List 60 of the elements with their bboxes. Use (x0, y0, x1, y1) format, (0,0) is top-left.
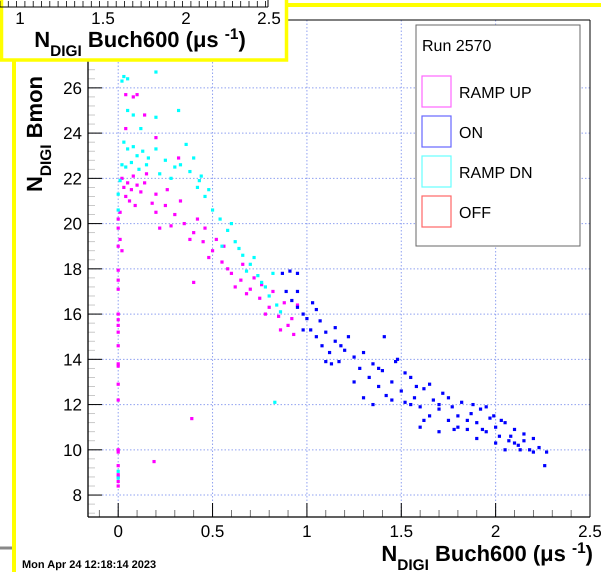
legend-label: RAMP UP (459, 85, 532, 102)
point (144, 163, 148, 166)
y-tick-label: 24 (63, 124, 82, 144)
legend-title: Run 2570 (422, 38, 492, 55)
point (139, 126, 142, 130)
x-tick-label: 0 (113, 522, 123, 541)
point (132, 145, 135, 148)
point (120, 163, 124, 166)
point (268, 294, 271, 298)
point (234, 240, 237, 244)
point (275, 303, 278, 307)
point (116, 470, 120, 473)
point (154, 116, 158, 119)
y-tick-label: 18 (63, 260, 82, 279)
point (241, 254, 244, 257)
x-tick-label: 1.5 (389, 522, 414, 541)
x-axis-title: N$_{DIGI}$ Buch600 (μs $^{-1}$) (381, 540, 593, 572)
y-tick-label: 16 (63, 305, 82, 324)
y-tick-label: 22 (63, 169, 82, 188)
legend-label: OFF (459, 205, 492, 222)
y-tick-label: 8 (72, 486, 82, 506)
point (256, 274, 260, 278)
x-tick-label: 1 (302, 522, 312, 541)
x-tick-label: 2 (490, 522, 500, 541)
text: 1 (15, 9, 25, 28)
y-tick-label: 10 (63, 440, 82, 460)
point (141, 150, 144, 153)
point (207, 188, 210, 192)
point (158, 172, 162, 176)
point (126, 77, 130, 80)
point (173, 165, 176, 169)
point (178, 163, 182, 166)
point (198, 179, 201, 182)
point (192, 156, 196, 160)
y-tick-label: 12 (63, 396, 82, 415)
point (248, 262, 252, 266)
point (132, 113, 135, 117)
point (164, 158, 167, 162)
x-tick-label: 0.5 (200, 522, 224, 541)
legend-label: RAMP DN (459, 165, 532, 182)
annotation: 1.5 (91, 9, 115, 28)
annotation: N$_{DIGI}$ Buch600 (μs $^{-1}$) (34, 26, 246, 60)
y-tick-label: 14 (63, 350, 82, 370)
point (122, 140, 126, 144)
point (137, 168, 141, 171)
y-tick-label: 26 (63, 78, 82, 98)
x-tick-label: 2.5 (578, 522, 601, 541)
y-tick-label: 20 (63, 214, 82, 234)
annotation: 2.5 (257, 9, 281, 28)
annotation: 2 (181, 9, 191, 28)
point (226, 228, 230, 232)
point (278, 310, 282, 314)
point (124, 165, 128, 169)
point (135, 154, 139, 158)
legend-label: ON (459, 125, 483, 142)
text: Mon Apr 24 12:18:14 2023 (22, 559, 156, 571)
point (273, 400, 276, 404)
point (116, 208, 120, 212)
point (200, 174, 203, 178)
point (116, 192, 120, 196)
